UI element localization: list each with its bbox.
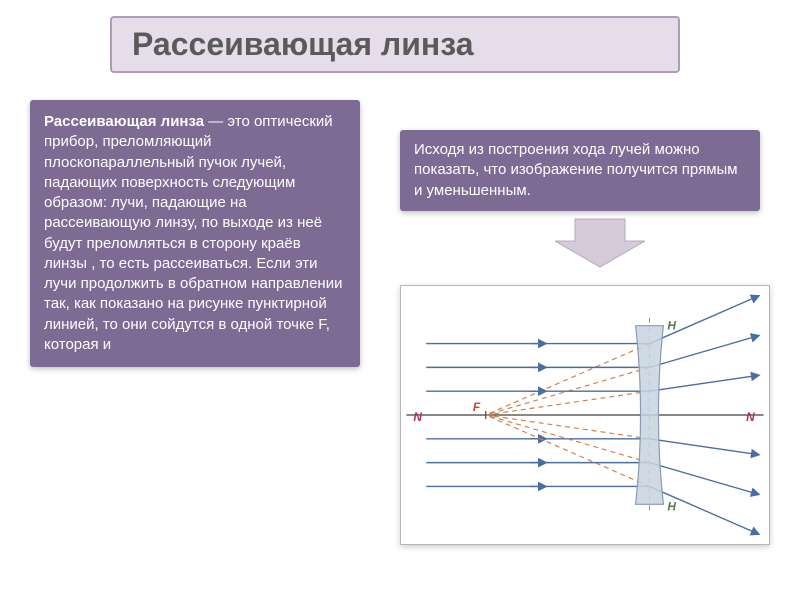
title-box: Рассеивающая линза	[110, 16, 680, 73]
definition-box: Рассеивающая линза — это оптический приб…	[30, 100, 360, 367]
svg-text:N: N	[413, 410, 422, 424]
page-title: Рассеивающая линза	[132, 26, 474, 62]
conclusion-text: Исходя из построения хода лучей можно по…	[414, 141, 738, 199]
svg-text:N: N	[746, 410, 755, 424]
definition-term: Рассеивающая линза	[44, 113, 204, 130]
svg-text:H: H	[667, 499, 676, 513]
svg-text:F: F	[473, 400, 481, 414]
svg-text:H: H	[667, 319, 676, 333]
lens-diagram: F N N H H	[400, 285, 770, 545]
conclusion-box: Исходя из построения хода лучей можно по…	[400, 130, 760, 211]
definition-text: — это оптический прибор, преломляющий пл…	[44, 113, 342, 353]
